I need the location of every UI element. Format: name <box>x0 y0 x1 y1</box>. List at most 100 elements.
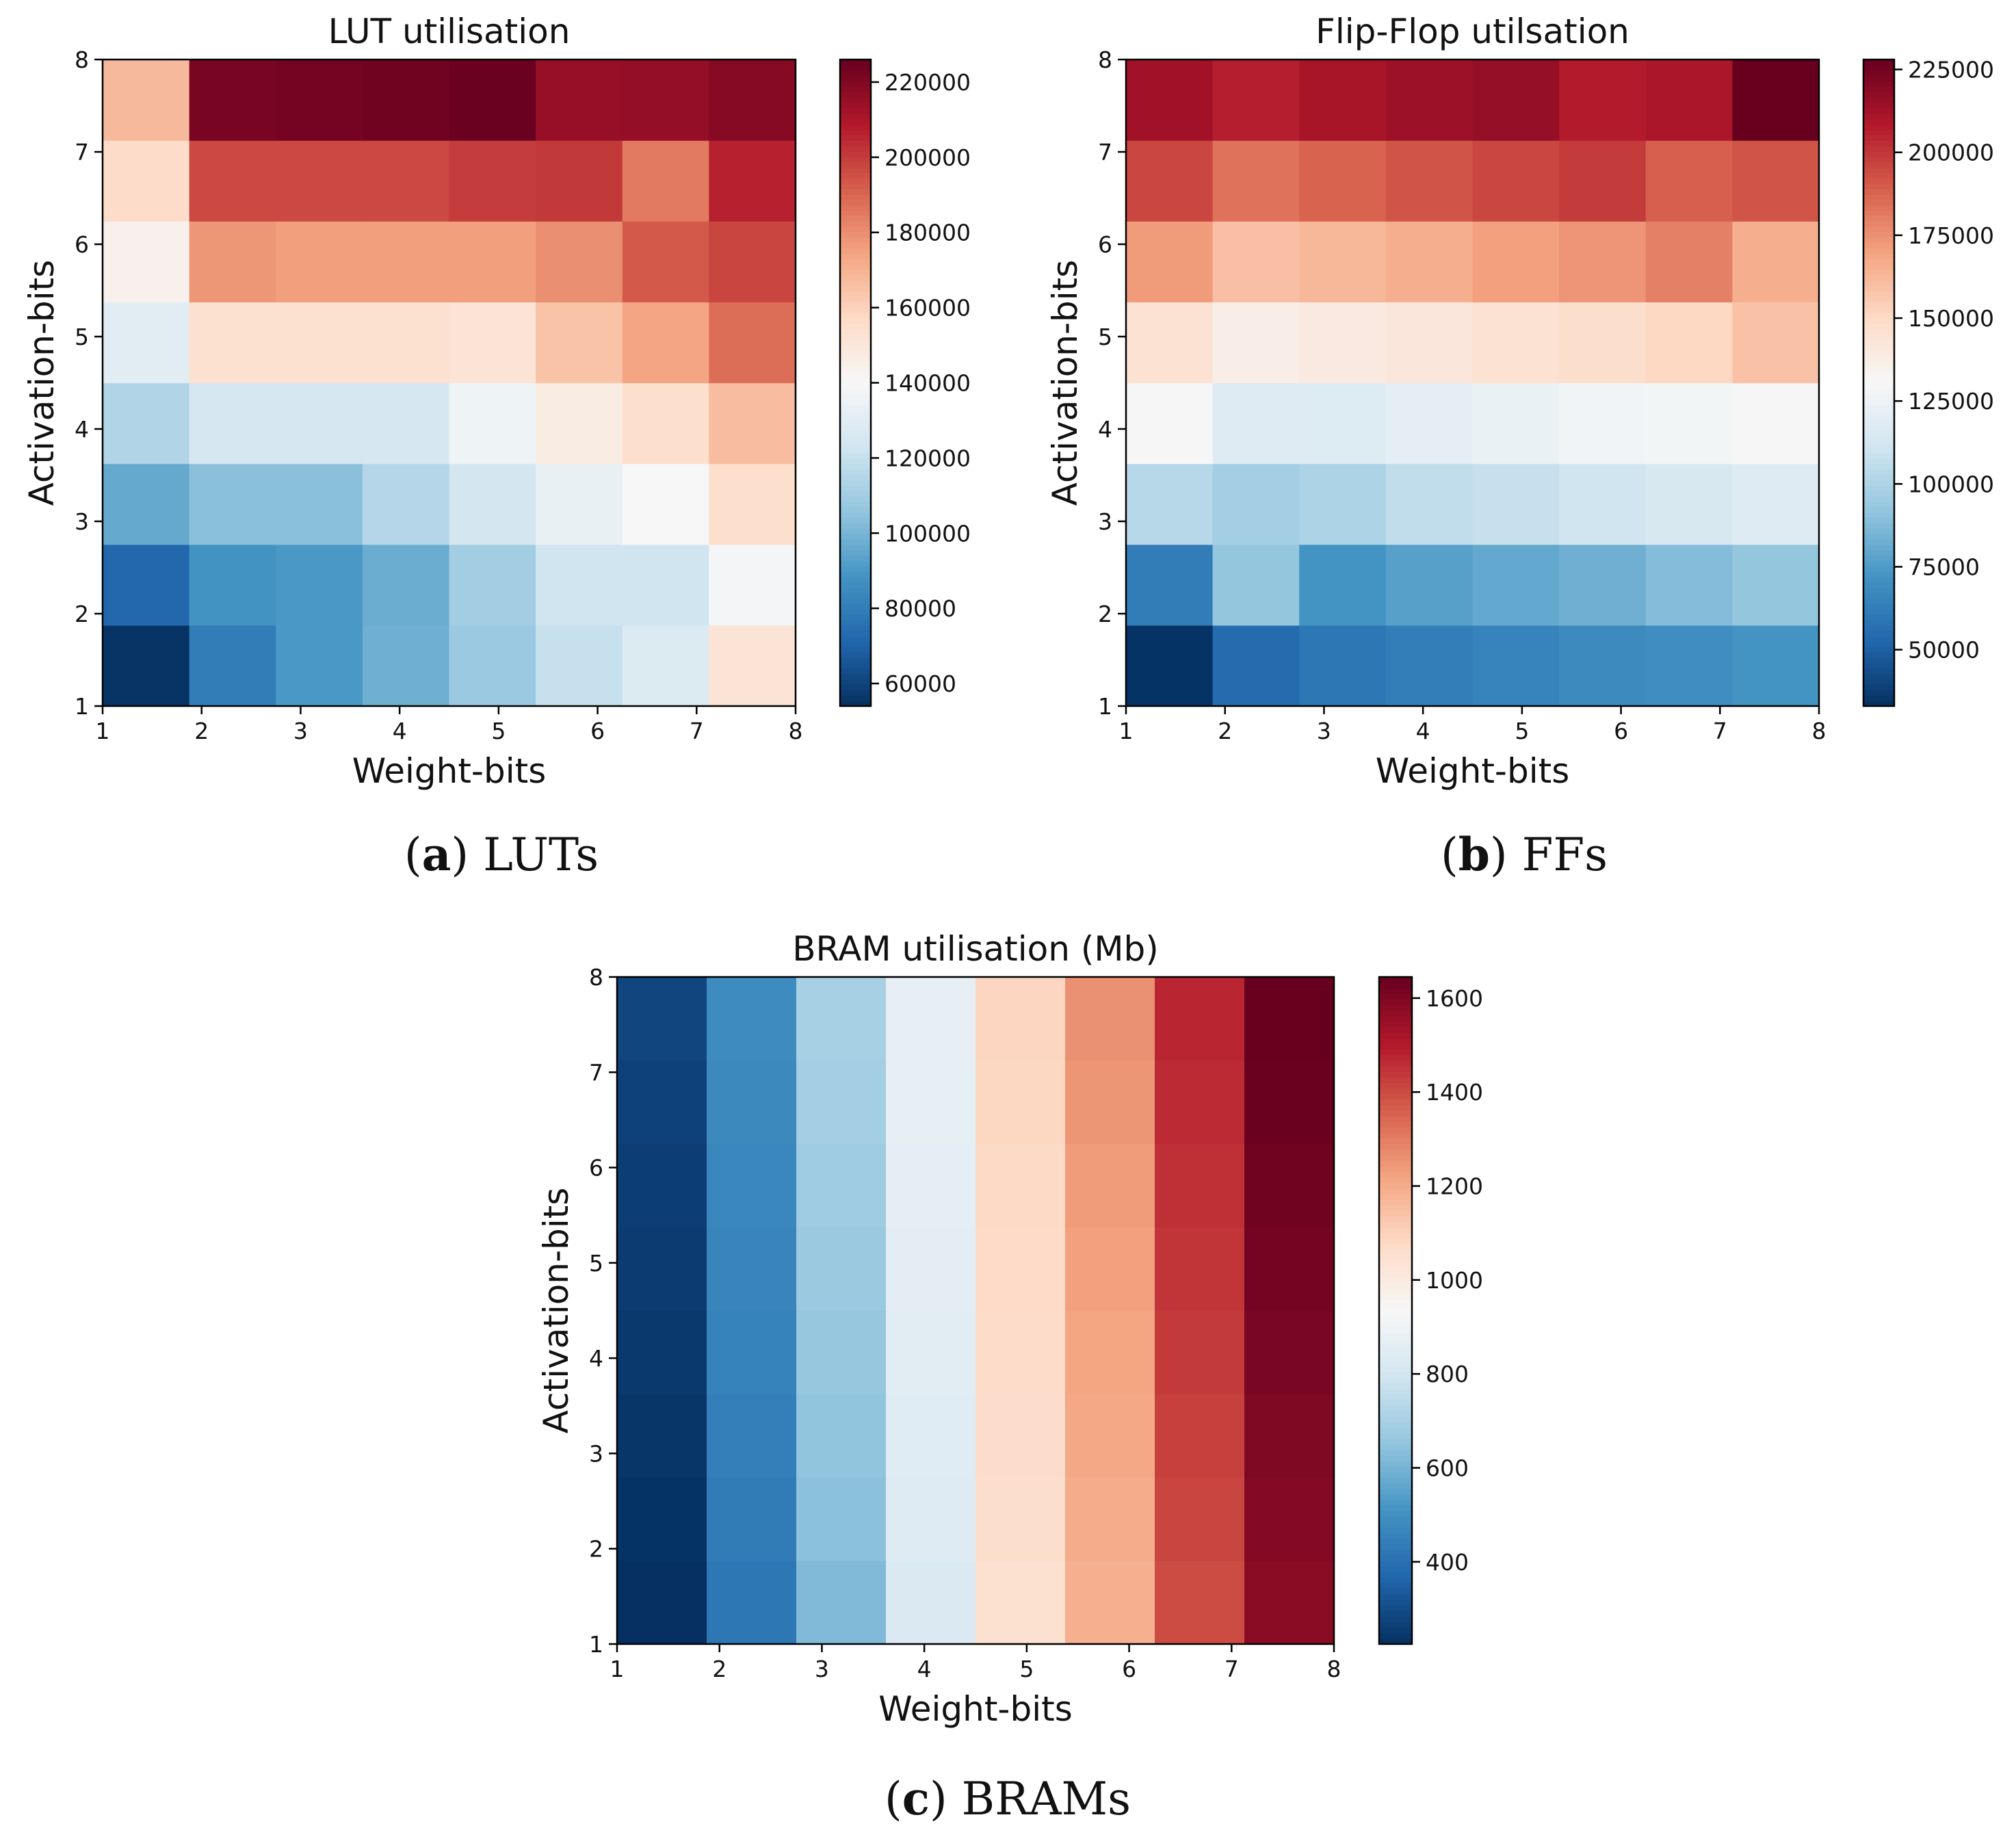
p3-colorbar-segment <box>1379 1405 1412 1411</box>
p3-cell-a5-w6 <box>1065 1227 1155 1312</box>
p1-colorbar-segment <box>840 366 871 373</box>
p3-xtick-label: 1 <box>610 1656 625 1682</box>
p2-colorbar-segment <box>1863 534 1894 540</box>
p3-colorbar-segment <box>1379 1410 1412 1417</box>
p1-colorbar-segment <box>840 625 871 631</box>
p1-colorbar-segment <box>840 382 871 389</box>
p1-colorbar-segment <box>840 113 871 120</box>
p2-colorbar-tick-label: 75000 <box>1908 553 1980 580</box>
p2-cell-a4-w2 <box>1212 382 1300 465</box>
p3-cell-a8-w8 <box>1244 977 1335 1061</box>
p1-cell-a1-w2 <box>189 625 276 707</box>
p2-colorbar-segment <box>1863 528 1894 534</box>
p3-y-axis-label: Activation-bits <box>536 1188 576 1434</box>
p1-cell-a7-w1 <box>103 140 190 222</box>
p1-cell-a2-w7 <box>622 544 709 626</box>
p2-colorbar-segment <box>1863 603 1894 610</box>
p3-cell-a8-w4 <box>886 977 976 1061</box>
p3-colorbar-segment <box>1379 1499 1412 1506</box>
p1-cell-a1-w5 <box>449 625 536 707</box>
p1-colorbar-segment <box>840 226 871 233</box>
p1-cell-a6-w5 <box>449 221 536 302</box>
p2-cell-a4-w3 <box>1299 382 1387 465</box>
p3-cell-a2-w5 <box>976 1477 1066 1561</box>
p1-colorbar-segment <box>840 641 871 647</box>
p3-colorbar-segment <box>1379 1032 1412 1039</box>
p2-colorbar-segment <box>1863 64 1894 71</box>
p3-chart-title: BRAM utilisation (Mb) <box>792 929 1158 969</box>
p3-x-axis-label: Weight-bits <box>878 1689 1073 1729</box>
p3-ytick-label: 1 <box>589 1631 603 1658</box>
p3-colorbar-segment <box>1379 1460 1412 1467</box>
p1-cell-a1-w7 <box>622 625 709 707</box>
p3-colorbar-segment <box>1379 1066 1412 1072</box>
p3-colorbar-segment <box>1379 1561 1412 1567</box>
p2-xtick-label: 7 <box>1713 718 1727 744</box>
p2-colorbar-segment <box>1863 280 1894 287</box>
p1-colorbar-segment <box>840 566 871 572</box>
p3-colorbar-segment <box>1379 1344 1412 1350</box>
p2-colorbar-segment <box>1863 118 1894 125</box>
p3-cell-a6-w7 <box>1155 1143 1245 1228</box>
p1-cell-a1-w3 <box>276 625 363 707</box>
p2-colorbar-segment <box>1863 630 1894 637</box>
p2-colorbar-segment <box>1863 356 1894 362</box>
p1-colorbar-segment <box>840 60 871 66</box>
p1-colorbar-segment <box>840 544 871 551</box>
p1-xtick-label: 6 <box>590 718 605 744</box>
p1-x-axis-label: Weight-bits <box>352 751 547 791</box>
p3-colorbar-segment <box>1379 1538 1412 1545</box>
p1-colorbar-segment <box>840 442 871 448</box>
p3-cell-a6-w5 <box>976 1143 1066 1228</box>
p1-colorbar-segment <box>840 399 871 405</box>
p3-colorbar-segment <box>1379 1021 1412 1028</box>
p3-colorbar-segment <box>1379 1260 1412 1267</box>
p3-colorbar-segment <box>1379 1038 1412 1045</box>
p1-colorbar-segment <box>840 458 871 465</box>
p2-cell-a7-w4 <box>1385 140 1474 222</box>
p3-colorbar-segment <box>1379 1093 1412 1100</box>
p3-colorbar-segment <box>1379 1216 1412 1223</box>
p2-cell-a1-w7 <box>1645 625 1733 707</box>
p1-cell-a2-w4 <box>362 544 450 626</box>
p1-cell-a6-w3 <box>276 221 363 302</box>
p1-colorbar-segment <box>840 356 871 362</box>
p3-ytick-label: 6 <box>589 1155 603 1182</box>
caption-c-close: ) <box>929 1773 947 1825</box>
p1-colorbar-segment <box>840 75 871 82</box>
p2-colorbar-segment <box>1863 270 1894 276</box>
caption-a-close: ) <box>451 829 469 881</box>
p1-colorbar-tick-label: 80000 <box>885 595 956 622</box>
p2-xtick-label: 1 <box>1119 718 1134 744</box>
p1-colorbar-segment <box>840 199 871 206</box>
p2-colorbar-segment <box>1863 366 1894 373</box>
p2-cell-a6-w7 <box>1645 221 1733 302</box>
p1-colorbar-tick-label: 200000 <box>885 144 971 171</box>
p1-colorbar-segment <box>840 361 871 367</box>
p2-colorbar-segment <box>1863 86 1894 92</box>
p1-ytick-label: 4 <box>75 416 89 443</box>
p2-colorbar-segment <box>1863 129 1894 135</box>
p3-colorbar-segment <box>1379 1244 1412 1250</box>
p2-cell-a3-w2 <box>1212 463 1300 545</box>
p1-colorbar-segment <box>840 264 871 270</box>
p1-cell-a1-w8 <box>709 625 796 707</box>
p3-colorbar-segment <box>1379 1543 1412 1550</box>
p2-colorbar-segment <box>1863 560 1894 566</box>
p3-colorbar-segment <box>1379 1427 1412 1433</box>
p3-xtick-label: 6 <box>1122 1656 1136 1682</box>
p3-colorbar-segment <box>1379 988 1412 994</box>
p3-colorbar-segment <box>1379 1593 1412 1600</box>
p1-colorbar-segment <box>840 657 871 664</box>
p1-cell-a3-w2 <box>189 463 276 545</box>
p3-cell-a5-w5 <box>976 1227 1066 1312</box>
p2-cell-a4-w1 <box>1126 382 1214 465</box>
p1-cell-a2-w5 <box>449 544 536 626</box>
p1-cell-a7-w2 <box>189 140 276 222</box>
p3-colorbar-segment <box>1379 1383 1412 1389</box>
p1-cell-a3-w6 <box>536 463 623 545</box>
p3-colorbar-segment <box>1379 1205 1412 1211</box>
p3-colorbar-segment <box>1379 1321 1412 1328</box>
p3-colorbar-segment <box>1379 1227 1412 1234</box>
p2-colorbar-segment <box>1863 97 1894 103</box>
